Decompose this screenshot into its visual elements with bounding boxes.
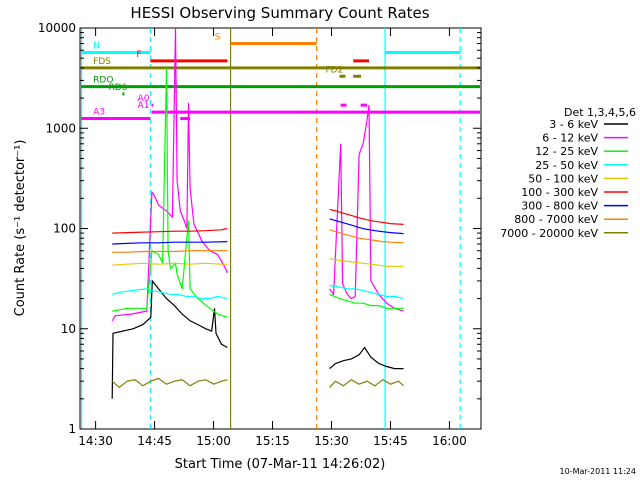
series-line-7-0 bbox=[112, 250, 228, 253]
flag-label-a0: A0 bbox=[138, 94, 150, 104]
series-lines bbox=[111, 27, 404, 399]
chart-title: HESSI Observing Summary Count Rates bbox=[130, 4, 429, 22]
series-line-5-0 bbox=[112, 227, 228, 234]
series-line-3-0 bbox=[112, 288, 228, 300]
flag-label-fd2: FD2 bbox=[325, 65, 343, 75]
series-line-1-1 bbox=[329, 105, 404, 312]
flag-label-s: S bbox=[215, 33, 221, 43]
y-tick-label-0: 1 bbox=[68, 422, 76, 436]
flag-label-rd6: RD6 bbox=[108, 83, 127, 93]
series-line-3-1 bbox=[329, 284, 404, 300]
vertical-markers bbox=[80, 28, 461, 429]
flag-label-fds: FDS bbox=[93, 57, 111, 67]
y-tick-label-3: 1000 bbox=[45, 121, 76, 135]
legend-label-2: 12 - 25 keV bbox=[535, 145, 598, 158]
y-tick-label-2: 100 bbox=[53, 222, 76, 236]
x-tick-label-2: 15:00 bbox=[196, 434, 231, 448]
legend-label-6: 300 - 800 keV bbox=[521, 200, 598, 213]
x-tick-label-4: 15:30 bbox=[314, 434, 349, 448]
flag-label-a1: A1 bbox=[138, 101, 150, 111]
flag-label-rdo: RDO bbox=[93, 76, 113, 86]
x-axis-label: Start Time (07-Mar-11 14:26:02) bbox=[175, 457, 386, 472]
flag-label-n: N bbox=[93, 41, 100, 51]
y-axis-label: Count Rate (s⁻¹ detector⁻¹) bbox=[13, 140, 28, 317]
y-tick-label-1: 10 bbox=[61, 322, 76, 336]
legend-label-1: 6 - 12 keV bbox=[542, 132, 598, 145]
series-line-8-1 bbox=[329, 378, 404, 388]
legend-label-4: 50 - 100 keV bbox=[528, 172, 598, 185]
x-tick-label-0: 14:30 bbox=[78, 434, 113, 448]
plot-frame bbox=[79, 27, 482, 430]
series-line-2-0 bbox=[112, 67, 228, 318]
series-line-6-0 bbox=[112, 241, 228, 245]
series-line-0-1 bbox=[329, 346, 404, 370]
x-tick-label-5: 15:45 bbox=[373, 434, 408, 448]
y-tick-label-4: 10000 bbox=[38, 21, 76, 35]
legend-title: Det 1,3,4,5,6 bbox=[564, 106, 636, 119]
flag-label-a3: A3 bbox=[93, 108, 105, 118]
legend-label-8: 7000 - 20000 keV bbox=[500, 227, 598, 240]
y-axis-ticks: 1 10 100 1000 10000 bbox=[38, 21, 481, 436]
axis-frame-group bbox=[79, 27, 482, 430]
x-tick-label-3: 15:15 bbox=[255, 434, 290, 448]
date-stamp: 10-Mar-2011 11:24 bbox=[560, 467, 637, 476]
x-tick-label-6: 16:00 bbox=[432, 434, 467, 448]
x-tick-label-1: 14:45 bbox=[137, 434, 172, 448]
series-line-2-1 bbox=[329, 293, 404, 309]
legend-label-5: 100 - 300 keV bbox=[521, 186, 598, 199]
series-line-4-0 bbox=[112, 262, 228, 266]
series-line-1-0 bbox=[111, 27, 228, 322]
x-axis-ticks: 14:30 14:45 15:00 15:15 15:30 15:45 16:00 bbox=[78, 28, 467, 448]
series-line-0-0 bbox=[111, 279, 228, 399]
series-line-4-1 bbox=[329, 258, 404, 267]
legend-label-7: 800 - 7000 keV bbox=[514, 213, 598, 226]
flag-label-f: F bbox=[136, 50, 141, 60]
series-line-5-1 bbox=[329, 208, 404, 225]
legend-label-3: 25 - 50 keV bbox=[535, 159, 598, 172]
legend-label-0: 3 - 6 keV bbox=[549, 118, 598, 131]
series-line-8-0 bbox=[111, 377, 228, 389]
series-line-6-1 bbox=[329, 218, 404, 235]
series-line-7-1 bbox=[329, 229, 404, 244]
